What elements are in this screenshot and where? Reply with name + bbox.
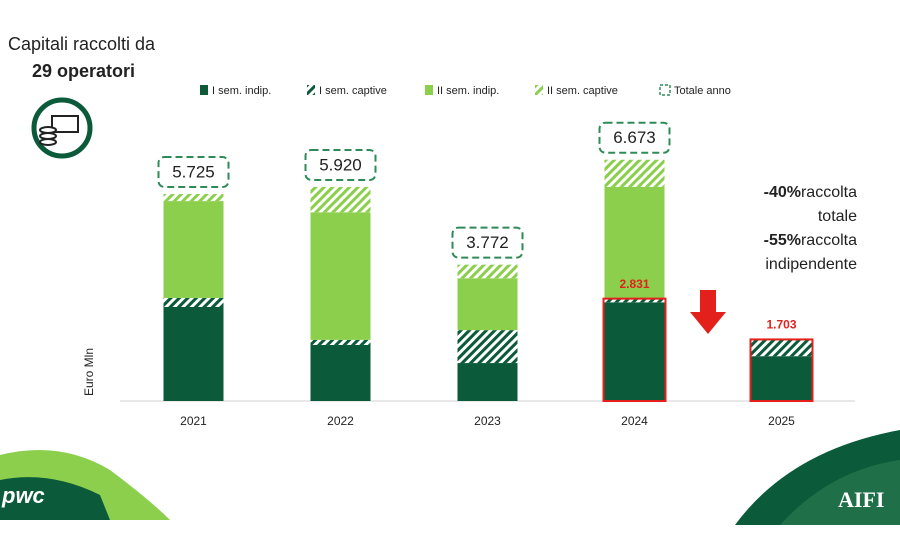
annotation-text: indipendente — [765, 256, 857, 273]
x-tick-label: 2023 — [474, 414, 501, 428]
total-label: 3.772 — [466, 233, 509, 252]
legend-label: Totale anno — [674, 85, 731, 97]
bar-segment — [310, 339, 371, 345]
legend-swatch — [307, 85, 315, 95]
total-label: 5.725 — [172, 163, 215, 182]
annotation: -40%raccolta — [764, 184, 857, 201]
total-box — [598, 121, 671, 154]
legend-label: II sem. captive — [547, 85, 618, 97]
annotation-text: raccolta — [801, 184, 857, 201]
highlight-box — [749, 338, 814, 402]
legend-swatch — [425, 85, 433, 95]
money-icon — [31, 97, 93, 159]
total-box — [304, 148, 377, 181]
bar-segment — [604, 302, 665, 401]
bar-segment — [604, 298, 665, 303]
legend-swatch — [659, 84, 671, 96]
bar-segment — [163, 297, 224, 307]
highlight-label: 2.831 — [619, 277, 649, 291]
annotation-strong: -40% — [764, 184, 801, 201]
wave — [0, 477, 110, 520]
bar-segment — [457, 278, 518, 331]
annotation: totale — [818, 208, 857, 225]
x-tick-label: 2021 — [180, 414, 207, 428]
pwc-logo: pwc — [1, 483, 45, 508]
bar-segment — [310, 186, 371, 213]
total-box — [451, 226, 524, 259]
bar-segment — [751, 339, 812, 357]
legend-label: I sem. indip. — [212, 85, 271, 97]
annotation-strong: -55% — [764, 232, 801, 249]
legend-swatch — [535, 85, 543, 95]
total-box — [157, 156, 230, 189]
legend-label: II sem. indip. — [437, 85, 499, 97]
title: Capitali raccolti da — [8, 34, 156, 54]
x-tick-label: 2024 — [621, 414, 648, 428]
bar-segment — [457, 264, 518, 279]
subtitle: 29 operatori — [32, 61, 135, 81]
x-tick-label: 2025 — [768, 414, 795, 428]
annotation-text: raccolta — [801, 232, 857, 249]
highlight-label: 1.703 — [766, 318, 796, 332]
total-label: 5.920 — [319, 155, 362, 174]
bar-segment — [163, 201, 224, 298]
wave — [780, 460, 900, 525]
annotation: -55%raccolta — [764, 232, 857, 249]
legend-label: I sem. captive — [319, 85, 387, 97]
highlight-box — [602, 297, 667, 403]
total-label: 6.673 — [613, 128, 656, 147]
aifi-logo: AIFI — [838, 487, 884, 512]
annotation: indipendente — [765, 256, 857, 273]
bar-segment — [310, 212, 371, 340]
bar-segment — [310, 344, 371, 401]
annotation-text: totale — [818, 208, 857, 225]
bar-segment — [604, 159, 665, 187]
bar-segment — [751, 356, 812, 401]
bar-segment — [457, 363, 518, 401]
bar-segment — [457, 330, 518, 364]
bar-segment — [163, 307, 224, 401]
y-axis-label: Euro Mln — [82, 348, 96, 396]
x-tick-label: 2022 — [327, 414, 354, 428]
bar-segment — [163, 194, 224, 202]
down-arrow — [690, 290, 726, 334]
legend-swatch — [200, 85, 208, 95]
bar-segment — [604, 186, 665, 299]
